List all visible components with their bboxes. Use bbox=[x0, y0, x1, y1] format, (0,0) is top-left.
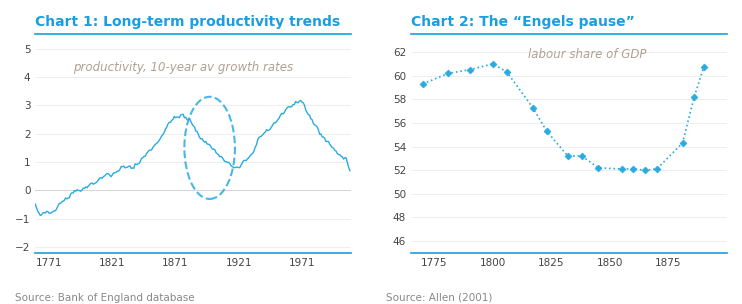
Text: Source: Bank of England database: Source: Bank of England database bbox=[15, 293, 194, 303]
Text: productivity, 10-year av growth rates: productivity, 10-year av growth rates bbox=[73, 61, 293, 74]
Text: Chart 1: Long-term productivity trends: Chart 1: Long-term productivity trends bbox=[35, 15, 341, 29]
Text: Chart 2: The “Engels pause”: Chart 2: The “Engels pause” bbox=[411, 15, 634, 29]
Text: Source: Allen (2001): Source: Allen (2001) bbox=[386, 293, 492, 303]
Text: labour share of GDP: labour share of GDP bbox=[528, 48, 646, 61]
